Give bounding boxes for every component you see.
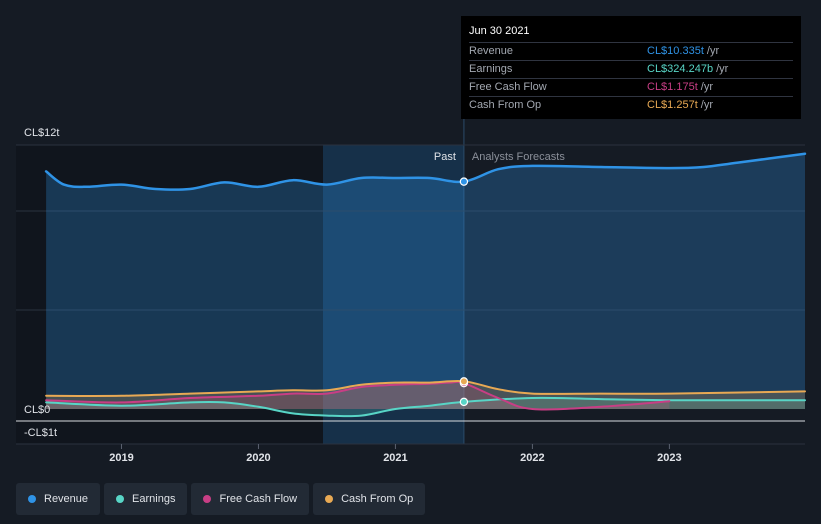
earnings-highlight-point bbox=[459, 397, 469, 407]
series-fills bbox=[46, 153, 806, 417]
legend-label: Earnings bbox=[132, 493, 176, 505]
gridlines bbox=[16, 144, 805, 445]
legend-item-cash-from-op[interactable]: Cash From Op bbox=[313, 483, 426, 515]
tooltip-value: CL$10.335t bbox=[647, 45, 704, 57]
tooltip-date: Jun 30 2021 bbox=[469, 25, 530, 37]
legend-dot-icon bbox=[203, 495, 212, 503]
legend-label: Revenue bbox=[44, 493, 89, 505]
tooltip-row-earnings: Earnings CL$324.247b /yr bbox=[469, 60, 793, 78]
tooltip-unit: /yr bbox=[700, 99, 713, 111]
revenue-line bbox=[44, 152, 807, 191]
legend-label: Free Cash Flow bbox=[219, 493, 298, 505]
tooltip-label: Revenue bbox=[469, 45, 514, 57]
series-lines bbox=[44, 152, 807, 418]
tooltip-unit: /yr bbox=[700, 81, 713, 93]
legend-label: Cash From Op bbox=[341, 493, 414, 505]
tooltip-unit: /yr bbox=[706, 45, 720, 57]
y-tick-label: CL$0 bbox=[24, 404, 50, 416]
revenue-area bbox=[46, 153, 806, 409]
cash-from-op-highlight-point bbox=[459, 377, 469, 386]
legend-item-earnings[interactable]: Earnings bbox=[104, 483, 188, 515]
tooltip: Jun 30 2021 Revenue CL$10.335t /yr Earni… bbox=[461, 16, 801, 119]
legend-dot-icon bbox=[116, 495, 125, 503]
tooltip-row-cash-from-op: Cash From Op CL$1.257t /yr bbox=[469, 96, 793, 114]
chart-background bbox=[16, 16, 465, 444]
tooltip-label: Free Cash Flow bbox=[469, 81, 547, 93]
tooltip-row-revenue: Revenue CL$10.335t /yr bbox=[469, 42, 793, 60]
free-cash-flow-line bbox=[45, 380, 671, 411]
past-label: Past bbox=[434, 151, 456, 163]
tooltip-value: CL$324.247b bbox=[647, 63, 714, 75]
tooltip-label: Earnings bbox=[469, 63, 513, 75]
legend-dot-icon bbox=[28, 495, 36, 503]
legend-dot-icon bbox=[325, 495, 334, 503]
revenue-highlight-point bbox=[459, 177, 469, 186]
legend: Revenue Earnings Free Cash Flow Cash Fro… bbox=[16, 483, 429, 515]
tooltip-unit: /yr bbox=[716, 63, 729, 75]
cash-from-op-line bbox=[45, 380, 806, 397]
x-tick-label: 2023 bbox=[657, 452, 681, 464]
y-tick-label: CL$12t bbox=[24, 127, 59, 139]
forecast-label: Analysts Forecasts bbox=[472, 151, 565, 163]
x-tick-label: 2021 bbox=[383, 452, 407, 464]
cash-from-op-area bbox=[46, 380, 806, 409]
highlight-region bbox=[323, 145, 464, 444]
earnings-line bbox=[45, 396, 806, 418]
x-tick-label: 2022 bbox=[520, 452, 544, 464]
legend-item-free-cash-flow[interactable]: Free Cash Flow bbox=[191, 483, 310, 515]
axis-labels: CL$12t CL$0 -CL$1t 2019 2020 2021 2022 2023 Past… bbox=[24, 127, 682, 464]
x-tick-label: 2020 bbox=[246, 452, 270, 464]
x-tick-label: 2019 bbox=[109, 452, 133, 464]
highlight-points bbox=[459, 177, 469, 407]
tooltip-value: CL$1.175t bbox=[647, 81, 698, 93]
tooltip-label: Cash From Op bbox=[469, 99, 542, 111]
y-tick-label: -CL$1t bbox=[24, 427, 57, 439]
tooltip-row-free-cash-flow: Free Cash Flow CL$1.175t /yr bbox=[469, 78, 793, 96]
legend-item-revenue[interactable]: Revenue bbox=[16, 483, 101, 515]
tooltip-value: CL$1.257t bbox=[647, 99, 698, 111]
